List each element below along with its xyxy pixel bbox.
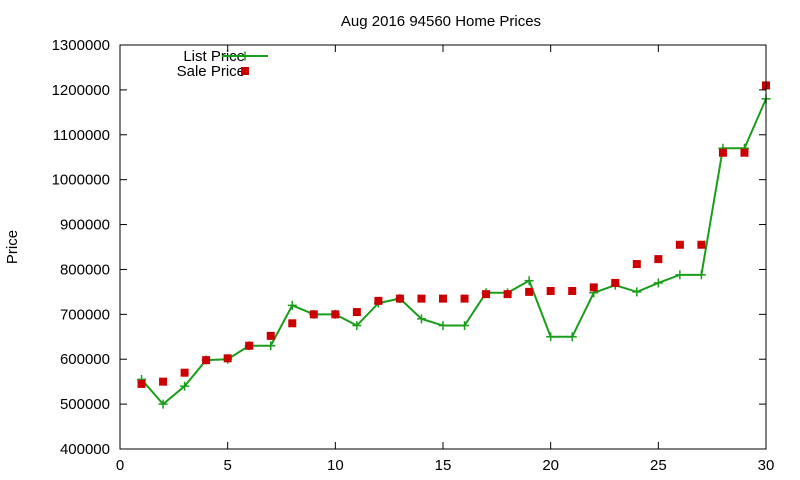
x-tick-label: 10 <box>327 457 344 474</box>
list-price-point <box>180 381 190 391</box>
sale-price-point <box>654 255 663 264</box>
sale-price-point <box>482 290 491 299</box>
list-price-point <box>460 321 470 331</box>
y-tick-label: 500000 <box>60 396 110 413</box>
y-tick-label: 1100000 <box>53 127 110 144</box>
x-tick-label: 30 <box>758 457 775 474</box>
list-price-point <box>653 278 663 288</box>
y-tick-label: 800000 <box>60 261 110 278</box>
list-price-line <box>140 98 767 406</box>
sale-price-point <box>503 290 512 299</box>
sale-price-point <box>589 283 598 292</box>
y-tick-label: 400000 <box>60 441 110 458</box>
sale-price-point <box>202 356 211 365</box>
x-tick-label: 0 <box>116 457 124 474</box>
y-tick-label: 1200000 <box>52 82 110 99</box>
list-price-point <box>696 270 706 280</box>
x-tick-label: 5 <box>223 457 231 474</box>
sale-price-point <box>137 379 146 388</box>
legend-square-marker <box>241 67 249 75</box>
sale-price-point <box>632 260 641 269</box>
sale-price-point <box>352 308 361 317</box>
series-list-price <box>137 94 771 409</box>
list-price-point <box>352 321 362 331</box>
sale-price-point <box>546 286 555 295</box>
list-price-point <box>524 276 534 286</box>
sale-price-point <box>417 294 426 303</box>
sale-price-point <box>374 296 383 305</box>
legend-plus-marker <box>240 51 250 61</box>
sale-price-point <box>288 319 297 328</box>
sale-price-point <box>675 240 684 249</box>
list-price-point <box>416 314 426 324</box>
sale-price-point <box>223 354 232 363</box>
sale-price-point <box>439 294 447 303</box>
sale-price-point <box>718 148 727 157</box>
sale-price-point <box>245 341 254 350</box>
y-tick-label: 1300000 <box>52 37 110 54</box>
legend-label: Sale Price <box>177 63 245 80</box>
y-tick-label: 700000 <box>60 306 110 323</box>
list-price-point <box>287 300 297 310</box>
sale-price-point <box>525 287 534 296</box>
legend-label: List Price <box>183 48 245 65</box>
y-tick-label: 1000000 <box>52 172 110 189</box>
sale-price-point <box>460 294 469 303</box>
sale-price-point <box>180 368 189 377</box>
list-price-point <box>675 270 685 280</box>
x-tick-label: 20 <box>542 457 559 474</box>
plot-marks <box>137 81 771 409</box>
x-tick-label: 25 <box>650 457 667 474</box>
sale-price-point <box>266 331 275 340</box>
sale-price-point <box>159 377 168 386</box>
list-price-point <box>632 287 642 297</box>
sale-price-point <box>611 278 620 287</box>
y-tick-label: 600000 <box>60 351 110 368</box>
list-price-point <box>438 321 448 331</box>
list-price-point <box>158 399 168 409</box>
y-axis-label: Price <box>4 230 21 264</box>
sale-price-point <box>331 310 340 319</box>
list-price-point <box>266 341 276 351</box>
list-price-point <box>546 332 556 342</box>
y-tick-label: 900000 <box>60 217 110 234</box>
plot-frame <box>119 44 767 450</box>
series-sale-price <box>137 81 770 388</box>
chart-title: Aug 2016 94560 Home Prices <box>341 13 541 30</box>
sale-price-point <box>697 240 706 249</box>
x-tick-label: 15 <box>435 457 452 474</box>
sale-price-point <box>568 286 577 295</box>
sale-price-point <box>309 310 318 319</box>
sale-price-point <box>395 294 404 303</box>
sale-price-point <box>740 148 749 157</box>
axis-ticks: 0 5 10 15 20 25 30 400000 500000 600000 700000 8000… <box>52 37 775 474</box>
list-price-point <box>567 332 577 342</box>
